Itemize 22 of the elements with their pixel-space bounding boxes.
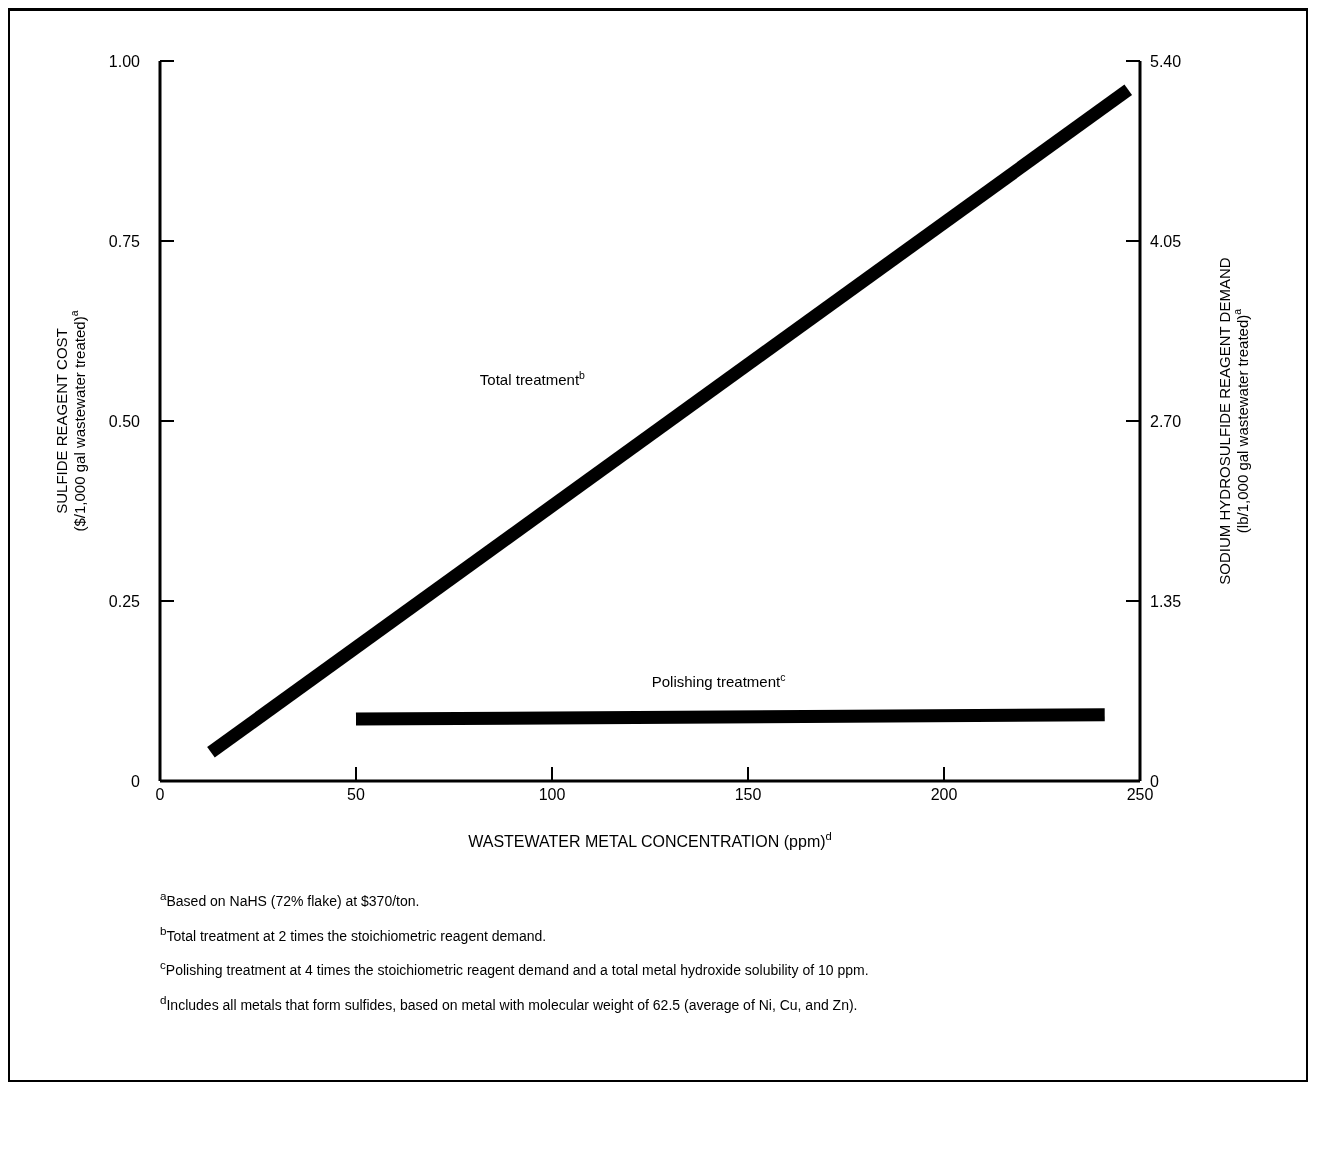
- x-tick-label: 50: [347, 786, 365, 804]
- y-tick-label: 0: [131, 772, 141, 790]
- x-tick-label: 150: [734, 786, 762, 804]
- x-tick-label: 100: [538, 786, 566, 804]
- x-axis-title: WASTEWATER METAL CONCENTRATION (ppm)$^{d}$: [468, 829, 832, 851]
- text: $^{a}$Based on NaHS (72% flake) at $370/ton.: [160, 888, 421, 911]
- y-tick-label: 0.75: [108, 232, 141, 250]
- x-tick-label: 200: [930, 786, 958, 804]
- y2-tick-label: 1.35: [1150, 592, 1182, 610]
- y-tick-label: 0.25: [108, 592, 141, 610]
- y2-tick-label: 5.40: [1150, 52, 1182, 70]
- y2-tick-label: 4.05: [1150, 232, 1182, 250]
- annotation: Total treatment$^{b}$: [479, 369, 586, 388]
- x-tick-label: 0: [155, 786, 165, 804]
- y-tick-label: 0.50: [108, 412, 141, 430]
- text: $^{b}$Total treatment at 2 times the stoichiometric reagent demand.: [160, 922, 548, 946]
- y2-tick-label: 2.70: [1150, 412, 1182, 430]
- annotation: Polishing treatment$^{c}$: [651, 671, 786, 691]
- x-tick-label: 250: [1126, 786, 1154, 804]
- text: $^{d}$Includes all metals that form sulfides, based on metal with molecular weight of 62.5 (average of Ni, Cu, and Zn).: [160, 991, 859, 1015]
- y-tick-label: 1.00: [108, 52, 141, 70]
- text: $^{c}$Polishing treatment at 4 times the stoichiometric reagent demand and a total metal hydroxide solubility of 10 ppm.: [160, 957, 870, 980]
